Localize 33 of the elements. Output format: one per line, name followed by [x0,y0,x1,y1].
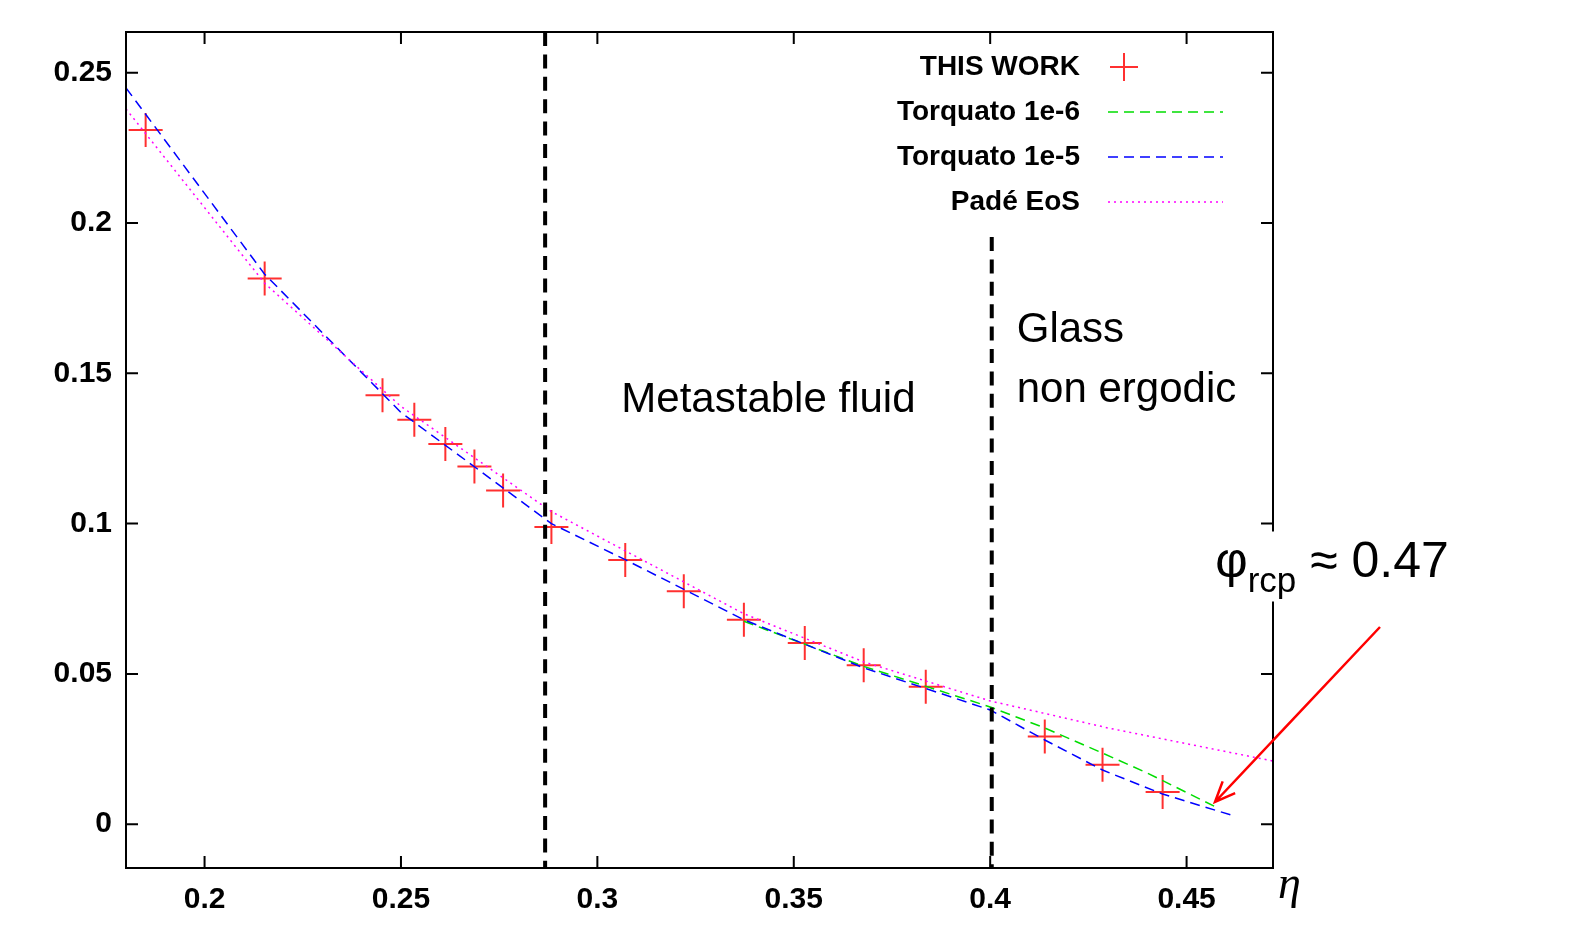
x-tick-label: 0.45 [1157,881,1216,915]
x-tick-label: 0.25 [371,881,431,915]
point [666,574,701,609]
legend-label: Torquato 1e-5 [896,139,1080,171]
x-tick-label: 0.2 [183,881,226,915]
point [608,542,643,577]
y-tick-label: 0.25 [53,54,112,88]
legend-label: Padé EoS [950,184,1080,216]
point [1085,747,1120,782]
point [247,261,282,296]
y-tick-label: 0.05 [53,655,112,689]
point [128,112,163,147]
point [787,625,822,660]
annotation: Glass non ergodic [1016,304,1237,412]
point [428,426,463,461]
point [397,402,432,437]
x-tick-label: 0.3 [576,881,619,915]
point [486,473,521,508]
point [726,602,761,637]
x-axis-title: η [1278,857,1301,908]
legend-label: THIS WORK [919,49,1080,81]
y-tick-label: 0.1 [70,504,112,538]
y-tick-label: 0 [95,805,112,839]
annotation: Metastable fluid [621,374,916,422]
point [1027,719,1062,754]
x-tick-label: 0.35 [764,881,823,915]
point [457,449,492,484]
point [365,378,400,413]
point [1145,774,1180,809]
y-tick-label: 0.15 [53,354,112,388]
x-tick-label: 0.4 [969,881,1012,915]
y-tick-label: 0.2 [70,204,112,238]
legend-label: Torquato 1e-6 [896,94,1080,126]
